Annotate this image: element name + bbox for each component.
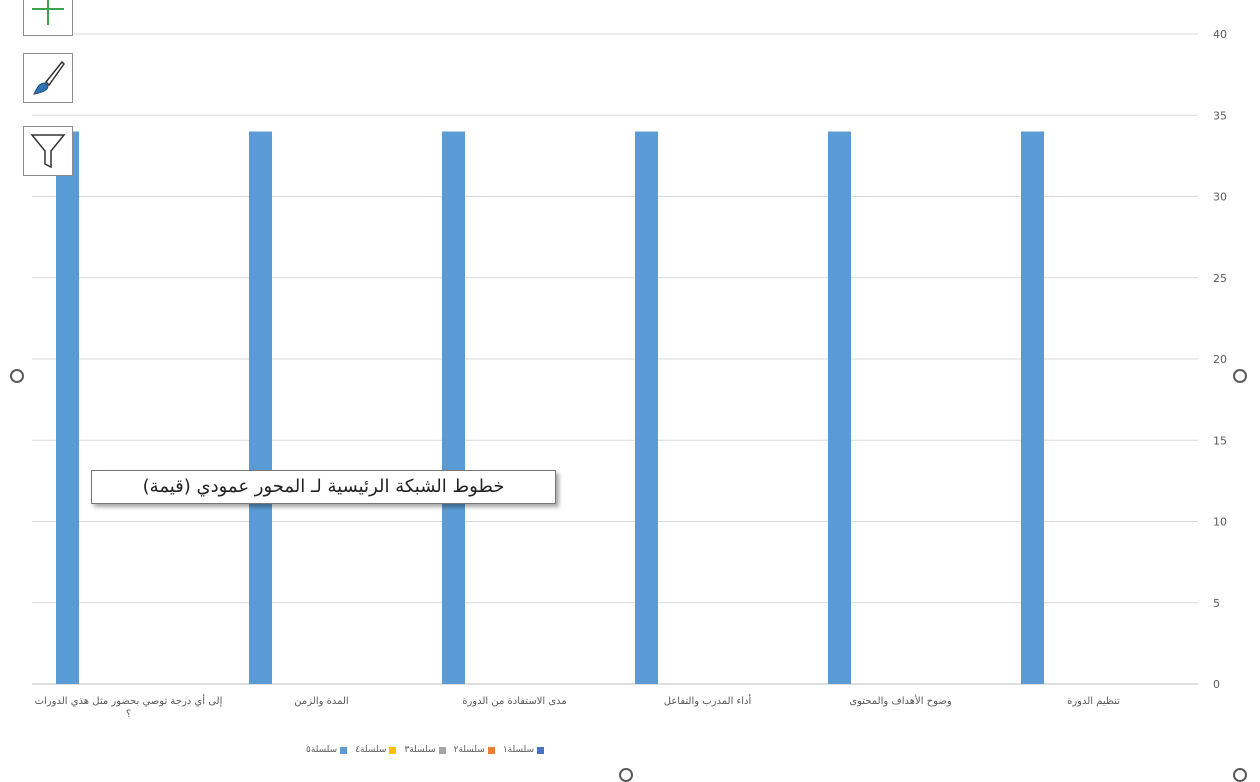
bar[interactable] — [828, 131, 851, 685]
chart-elements-button[interactable] — [23, 0, 73, 36]
y-tick-label: 15 — [1213, 434, 1227, 447]
legend-swatch — [389, 746, 397, 754]
y-axis-ticks: 0 5 10 15 20 25 30 35 40 — [1213, 28, 1227, 691]
legend-entry[interactable]: سلسلة٢ — [454, 745, 495, 755]
resize-handle-right[interactable] — [1233, 369, 1247, 383]
legend-label: سلسلة١ — [502, 745, 535, 755]
y-tick-label: 35 — [1213, 109, 1227, 122]
gridlines-tooltip: خطوط الشبكة الرئيسية لـ المحور عمودي (قي… — [91, 470, 556, 504]
legend-label: سلسلة٤ — [355, 745, 387, 755]
chart-filters-button[interactable] — [23, 126, 73, 176]
bar[interactable] — [56, 131, 79, 685]
resize-handle-left[interactable] — [10, 369, 24, 383]
bar[interactable] — [442, 131, 465, 685]
legend-swatch — [340, 746, 348, 754]
legend-swatch — [438, 746, 446, 754]
legend-entry[interactable]: سلسلة٣ — [404, 745, 446, 755]
legend-label: سلسلة٢ — [453, 745, 485, 755]
x-tick-label: المدة والزمن — [294, 696, 349, 707]
legend-entry[interactable]: سلسلة٥ — [306, 745, 348, 755]
x-tick-label: أداء المدرب والتفاعل — [663, 696, 752, 707]
legend-entry[interactable]: سلسلة١ — [502, 745, 545, 755]
gridlines — [32, 33, 1198, 685]
y-tick-label: 20 — [1213, 353, 1227, 366]
y-tick-label: 30 — [1213, 191, 1227, 204]
x-tick-label: تنظيم الدورة — [1067, 696, 1120, 707]
plus-icon — [32, 0, 64, 25]
legend-entry[interactable]: سلسلة٤ — [355, 745, 397, 755]
y-tick-label: 25 — [1213, 272, 1227, 285]
legend-label: سلسلة٥ — [306, 745, 338, 755]
y-tick-label: 0 — [1213, 678, 1220, 691]
y-tick-label: 10 — [1213, 516, 1227, 529]
chart-legend: سلسلة١ سلسلة٢ سلسلة٣ سلسلة٤ سلسلة٥ — [0, 745, 1055, 755]
legend-label: سلسلة٣ — [404, 745, 436, 755]
bars — [56, 131, 1044, 685]
bar[interactable] — [635, 131, 658, 685]
y-tick-label: 40 — [1213, 28, 1227, 41]
x-tick-label: مدى الاستفادة من الدورة — [462, 696, 567, 707]
funnel-icon — [30, 134, 66, 169]
chart-styles-button[interactable] — [23, 53, 73, 103]
x-tick-label: إلى أي درجة توصي بحضور مثل هذي الدورات ؟ — [34, 696, 223, 720]
bar[interactable] — [1021, 131, 1044, 685]
resize-handle-corner[interactable] — [1233, 768, 1247, 782]
paintbrush-icon — [33, 60, 65, 95]
resize-handle-bottom[interactable] — [619, 768, 633, 782]
y-tick-label: 5 — [1213, 597, 1220, 610]
x-tick-label: وضوح الأهداف والمحتوى — [849, 696, 952, 707]
bar[interactable] — [249, 131, 272, 685]
legend-swatch — [487, 746, 495, 754]
legend-swatch — [537, 746, 545, 754]
